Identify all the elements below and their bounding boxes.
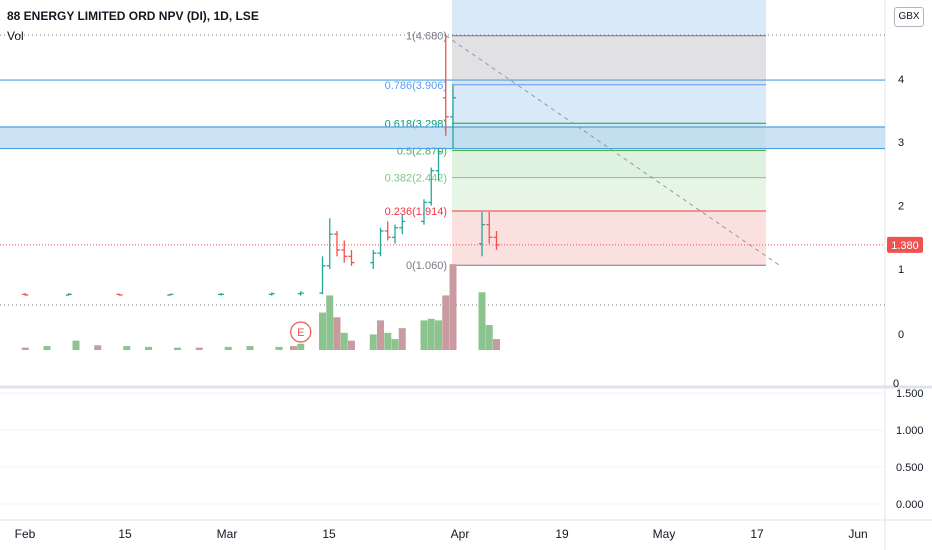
volume-bar: [326, 295, 334, 350]
time-axis: Feb 15 Mar 15 Apr 19 May 17 Jun: [15, 527, 868, 541]
volume-bar: [348, 340, 355, 350]
time-axis-tick: May: [653, 527, 676, 541]
time-axis-tick: Apr: [451, 527, 470, 541]
volume-bar: [369, 334, 377, 350]
fib-zone: [452, 211, 766, 266]
volume-bar: [435, 320, 442, 350]
volume-bar: [391, 339, 399, 350]
fib-level-label: 1(4.680): [406, 31, 447, 43]
time-axis-tick: Jun: [848, 527, 867, 541]
volume-bar: [333, 317, 341, 350]
volume-bar: [21, 347, 29, 350]
last-price-value: 1.380: [891, 240, 919, 252]
volume-bar: [174, 347, 181, 350]
volume-bar: [427, 318, 435, 350]
price-bars: [22, 34, 500, 296]
fib-level-label: 0.618(3.298): [385, 118, 447, 130]
price-axis-tick: 3: [898, 137, 904, 149]
volume-bar: [340, 332, 348, 350]
time-axis-tick: 15: [118, 527, 132, 541]
time-axis-tick: 15: [322, 527, 336, 541]
price-axis-tick: 4: [898, 74, 904, 86]
volume-bar: [195, 347, 203, 350]
volume-bar: [145, 346, 152, 350]
last-price-badge: 1.380: [887, 236, 923, 253]
fib-zone: [452, 177, 766, 212]
last-price-badge-bg: [887, 236, 923, 253]
volume-bar: [94, 345, 102, 350]
price-axis: 1 2 3 4 0: [898, 74, 904, 341]
fib-extension-zone: [452, 0, 766, 36]
highlight-band: [0, 126, 885, 149]
lower-pane-tick: 1.000: [896, 425, 924, 437]
volume-bar: [420, 320, 428, 350]
fib-level-label: 0.236(1.914): [385, 206, 447, 218]
volume-axis-tick: 0: [898, 329, 904, 341]
volume-bar: [398, 328, 406, 350]
earnings-marker-circle: [290, 321, 312, 343]
fib-zone: [452, 84, 766, 124]
fib-level-label: 0.786(3.906): [385, 80, 447, 92]
time-axis-tick: 19: [555, 527, 569, 541]
volume-bar: [297, 343, 305, 350]
volume-bar: [123, 346, 131, 350]
lower-pane-axis: 1.500 1.000 0.500 0.000 0: [0, 378, 924, 511]
fib-level-label: 0.382(2.442): [385, 173, 447, 185]
volume-bar: [43, 346, 51, 350]
fib-zone: [452, 35, 766, 85]
fib-zone: [452, 150, 766, 178]
fib-level-label: 0(1.060): [406, 260, 447, 272]
trend-line: [445, 35, 780, 266]
volume-bar: [290, 346, 297, 350]
volume-bar: [224, 346, 232, 350]
lower-pane-tick: 1.500: [896, 388, 924, 400]
price-axis-tick: 2: [898, 201, 904, 213]
lower-pane-tick: 0.500: [896, 462, 924, 474]
volume-bar: [384, 332, 392, 350]
volume-bar: [319, 312, 326, 350]
volume-bars: [21, 264, 500, 350]
volume-bar: [275, 346, 283, 350]
time-axis-tick: 17: [750, 527, 764, 541]
chart-title: 88 ENERGY LIMITED ORD NPV (DI), 1D, LSE: [7, 9, 259, 23]
currency-badge[interactable]: GBX: [894, 7, 924, 27]
volume-bar: [377, 320, 384, 350]
volume-bar: [246, 346, 254, 350]
price-axis-tick: 1: [898, 264, 904, 276]
volume-bar: [485, 325, 493, 350]
volume-bar: [72, 340, 80, 350]
volume-bar: [449, 264, 457, 350]
lower-pane-top-label: 0: [893, 378, 899, 390]
earnings-event-marker[interactable]: E: [290, 321, 312, 343]
volume-indicator-label: Vol: [7, 29, 24, 43]
time-axis-tick: Mar: [217, 527, 238, 541]
volume-bar: [478, 292, 486, 350]
earnings-marker-label: E: [297, 327, 304, 339]
volume-bar: [493, 339, 500, 350]
lower-pane-tick: 0.000: [896, 499, 924, 511]
volume-bar: [442, 295, 450, 350]
time-axis-tick: Feb: [15, 527, 36, 541]
